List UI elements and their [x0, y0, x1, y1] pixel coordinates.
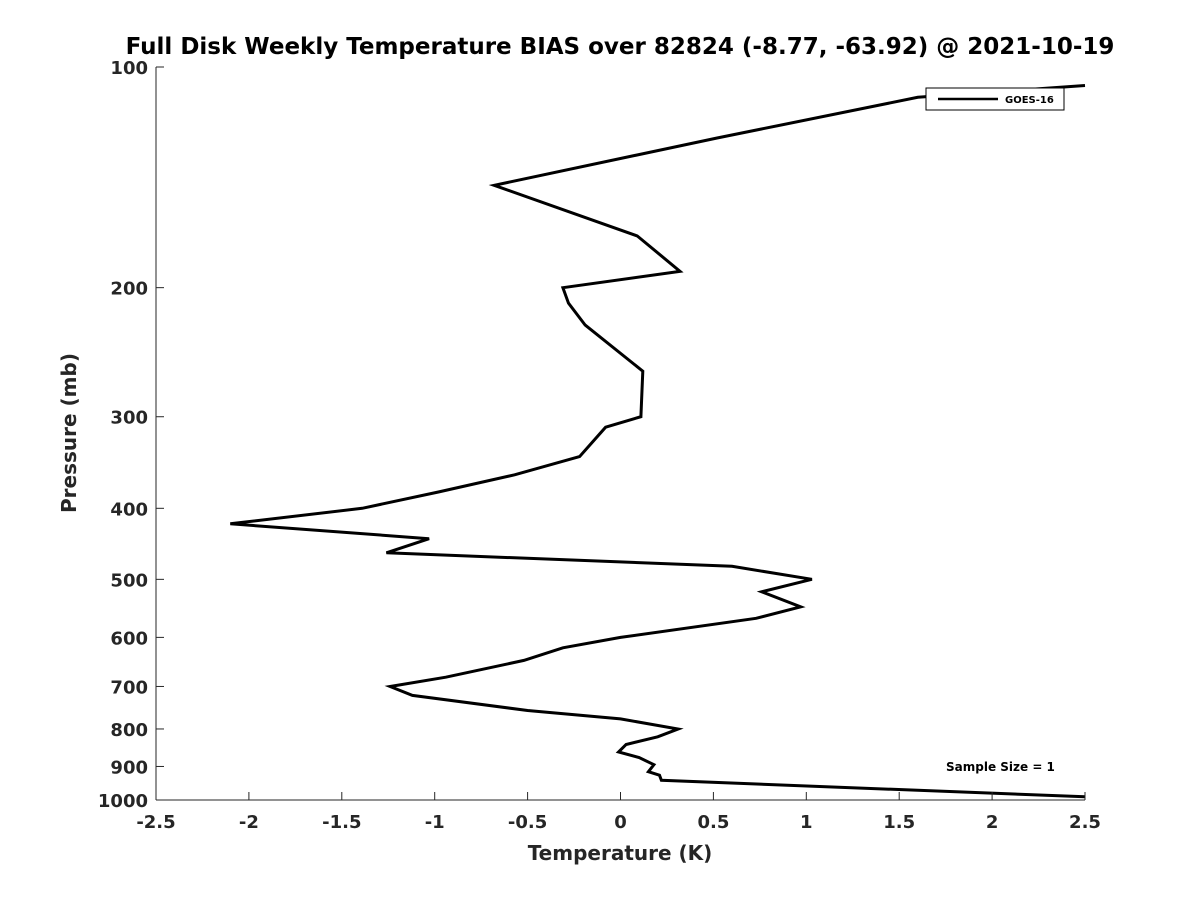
x-tick-label: 2.5 — [1069, 812, 1101, 833]
series-layer — [230, 84, 1086, 799]
x-tick-label: -1 — [425, 812, 445, 833]
x-tick-label: -2 — [239, 812, 259, 833]
x-tick-label: 2 — [986, 812, 999, 833]
y-tick-label: 700 — [110, 677, 148, 698]
y-tick-label: 1000 — [98, 791, 148, 812]
x-tick-label: 1 — [800, 812, 813, 833]
x-tick-label: -1.5 — [322, 812, 361, 833]
x-tick-label: 0.5 — [697, 812, 729, 833]
y-tick-label: 100 — [110, 58, 148, 79]
x-tick-label: 0 — [614, 812, 627, 833]
legend: GOES-16 — [925, 87, 1065, 111]
x-axis-label: Temperature (K) — [528, 841, 713, 865]
y-ticks: 100 200 300 400 500 600 700 800 900 1000 — [98, 58, 164, 812]
x-tick-label: -2.5 — [136, 812, 175, 833]
y-tick-label: 300 — [110, 408, 148, 429]
legend-label-goes-16: GOES-16 — [1005, 95, 1054, 106]
chart-title: Full Disk Weekly Temperature BIAS over 8… — [126, 34, 1115, 60]
y-tick-label: 600 — [110, 628, 148, 649]
y-axis-label: Pressure (mb) — [57, 353, 81, 513]
y-tick-label: 900 — [110, 757, 148, 778]
plot-area — [156, 67, 1085, 800]
x-ticks: -2.5 -2 -1.5 -1 -0.5 0 0.5 1 1.5 2 2.5 — [136, 792, 1101, 833]
y-tick-label: 800 — [110, 720, 148, 741]
x-tick-label: 1.5 — [883, 812, 915, 833]
y-tick-label: 500 — [110, 570, 148, 591]
y-tick-label: 400 — [110, 499, 148, 520]
x-tick-label: -0.5 — [508, 812, 547, 833]
sample-size-annotation: Sample Size = 1 — [946, 760, 1055, 774]
series-line-goes-16 — [230, 84, 1086, 799]
y-tick-label: 200 — [110, 279, 148, 300]
